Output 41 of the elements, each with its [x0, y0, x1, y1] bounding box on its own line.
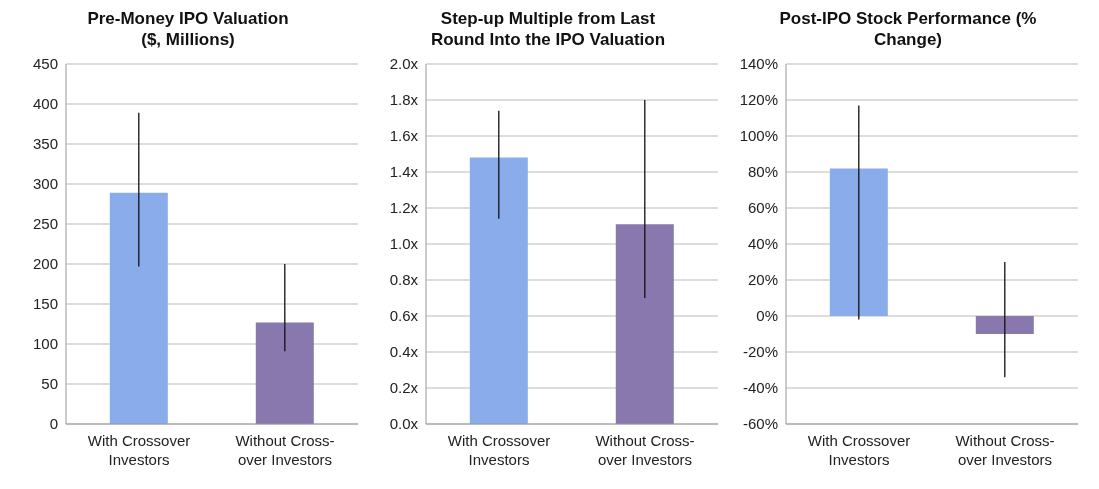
x-tick-label: Without Cross-over Investors — [595, 432, 695, 468]
y-tick-label: -20% — [742, 343, 778, 361]
y-tick-label: 80% — [747, 163, 778, 181]
y-tick-label: -60% — [742, 415, 778, 433]
y-tick-label: 150 — [32, 295, 58, 313]
y-tick-label: 0 — [49, 415, 58, 433]
y-tick-label: 140% — [739, 55, 778, 73]
y-tick-label: 40% — [747, 235, 778, 253]
y-tick-label: -40% — [742, 379, 778, 397]
x-tick-label: With Crossover Investors — [807, 432, 911, 468]
y-tick-label: 50 — [41, 375, 58, 393]
x-tick-label: Without Cross-over Investors — [955, 432, 1055, 468]
x-tick-label: With Crossover Investors — [447, 432, 551, 468]
y-tick-label: 1.8x — [389, 91, 419, 109]
y-tick-label: 400 — [32, 95, 58, 113]
y-tick-label: 300 — [32, 175, 58, 193]
y-tick-label: 1.6x — [389, 127, 419, 145]
y-tick-label: 2.0x — [389, 55, 419, 73]
y-tick-label: 20% — [747, 271, 778, 289]
y-tick-label: 0% — [756, 307, 778, 325]
chart-title: Pre-Money IPO Valuation ($, Millions) — [86, 8, 290, 51]
y-tick-label: 0.8x — [389, 271, 419, 289]
y-tick-label: 0.2x — [389, 379, 419, 397]
y-tick-label: 0.0x — [389, 415, 419, 433]
y-tick-label: 350 — [32, 135, 58, 153]
x-tick-label: Without Cross-over Investors — [235, 432, 335, 468]
y-tick-label: 60% — [747, 199, 778, 217]
y-tick-label: 0.6x — [389, 307, 419, 325]
x-tick-label: With Crossover Investors — [87, 432, 191, 468]
y-tick-label: 450 — [32, 55, 58, 73]
y-tick-label: 1.2x — [389, 199, 419, 217]
y-tick-label: 120% — [739, 91, 778, 109]
y-tick-label: 1.0x — [389, 235, 419, 253]
chart-title: Post-IPO Stock Performance (% Change) — [778, 8, 1038, 51]
y-tick-label: 1.4x — [389, 163, 419, 181]
y-tick-label: 100% — [739, 127, 778, 145]
y-tick-label: 250 — [32, 215, 58, 233]
chart-title: Step-up Multiple from Last Round Into the IPO Valuation — [429, 8, 667, 51]
y-tick-label: 100 — [32, 335, 58, 353]
y-tick-label: 200 — [32, 255, 58, 273]
y-tick-label: 0.4x — [389, 343, 419, 361]
